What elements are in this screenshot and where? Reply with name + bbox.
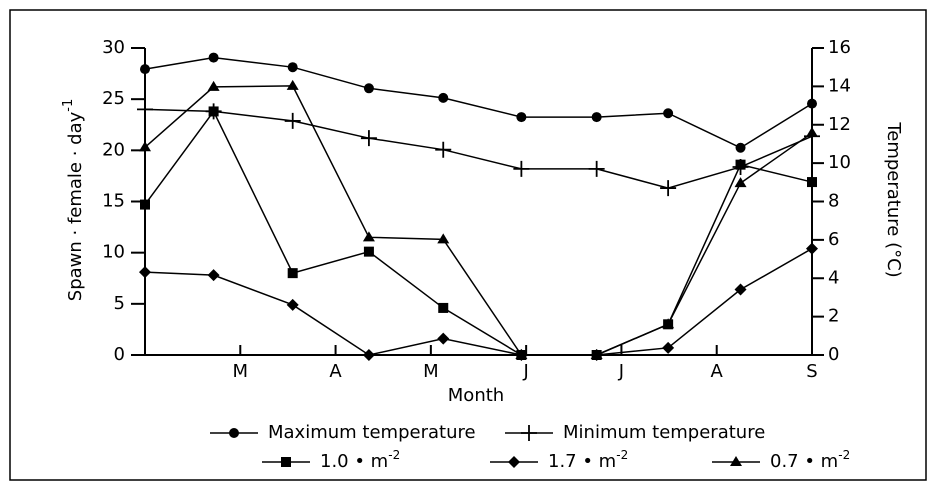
point <box>588 160 605 177</box>
legend-name: Minimum temperature <box>563 422 765 443</box>
legend-marker <box>229 428 239 438</box>
legend-sup: -2 <box>616 448 628 462</box>
x-tick-label: J <box>618 361 624 382</box>
legend-label: 1.7 • m-2 <box>548 448 628 473</box>
y-tick-label: 10 <box>102 242 125 263</box>
point <box>516 112 527 123</box>
x-tick-label: M <box>233 361 249 382</box>
y2-tick-label: 16 <box>828 37 851 58</box>
y2-tick-label: 2 <box>828 306 839 327</box>
point <box>435 141 452 158</box>
point <box>207 269 220 282</box>
point <box>513 160 530 177</box>
point <box>662 318 675 329</box>
point <box>286 79 299 90</box>
legend-sup: -2 <box>838 448 850 462</box>
legend-marker <box>508 456 520 468</box>
y-label-main: Spawn · female · day <box>65 111 86 301</box>
series-line <box>144 247 813 356</box>
x-tick-label: A <box>329 361 342 382</box>
legend-label: Minimum temperature <box>563 422 765 443</box>
point <box>362 349 375 361</box>
legend-label: 0.7 • m-2 <box>770 448 850 473</box>
y2-tick-label: 12 <box>828 114 851 135</box>
y2-tick-label: 8 <box>828 191 839 212</box>
legend-marker <box>281 457 291 467</box>
x-tick-label: J <box>522 361 528 382</box>
legend-name: 1.7 • m <box>548 451 616 472</box>
point <box>360 130 377 147</box>
y2-tick-label: 6 <box>828 229 839 250</box>
y-label-sup: -1 <box>61 99 76 112</box>
point <box>591 112 602 123</box>
series-line <box>144 108 813 189</box>
point <box>735 159 746 170</box>
point <box>806 126 818 137</box>
legend-name: 1.0 • m <box>320 451 388 472</box>
point <box>208 106 219 117</box>
legend-name: Maximum temperature <box>268 422 476 443</box>
point <box>207 80 220 91</box>
point <box>806 242 818 255</box>
point <box>286 298 299 311</box>
y-tick-label: 15 <box>102 191 125 212</box>
y-tick-label: 30 <box>102 37 125 58</box>
legend-label: 1.0 • m-2 <box>320 448 400 473</box>
point <box>208 52 219 63</box>
x-tick-label: S <box>806 361 817 382</box>
frame <box>9 9 927 481</box>
x-tick-label: M <box>423 361 439 382</box>
x-tick-label: A <box>711 361 724 382</box>
series-line <box>144 85 813 356</box>
y-tick-label: 25 <box>102 88 125 109</box>
point <box>438 92 449 103</box>
point <box>734 283 747 296</box>
y-tick-label: 0 <box>114 344 125 365</box>
legend-label: Maximum temperature <box>268 422 476 443</box>
y-tick-label: 5 <box>114 293 125 314</box>
y2-tick-label: 14 <box>828 75 851 96</box>
point <box>362 231 375 242</box>
point <box>139 141 151 152</box>
y-axis-label: Spawn · female · day-1 <box>61 99 87 301</box>
legend-marker <box>730 456 742 466</box>
point <box>140 199 150 210</box>
point <box>363 83 374 94</box>
point <box>734 177 747 188</box>
point <box>438 302 449 313</box>
y2-tick-label: 10 <box>828 152 851 173</box>
legend-name: 0.7 • m <box>770 451 838 472</box>
point <box>139 266 151 279</box>
point <box>807 177 817 188</box>
y-tick-label: 20 <box>102 139 125 160</box>
point <box>437 332 450 345</box>
y2-axis-label: Temperature (°C) <box>883 121 904 277</box>
point <box>515 349 528 359</box>
x-axis-label: Month <box>448 385 504 406</box>
point <box>137 101 153 118</box>
point <box>735 142 746 153</box>
point <box>287 62 298 73</box>
point <box>807 98 817 109</box>
series-line <box>144 110 813 356</box>
series-line <box>144 56 813 149</box>
point <box>363 246 374 257</box>
point <box>140 64 150 75</box>
point <box>284 112 301 129</box>
point <box>287 268 298 279</box>
legend-sup: -2 <box>388 448 400 462</box>
point <box>662 341 675 354</box>
point <box>663 108 674 119</box>
point <box>660 180 677 197</box>
point <box>590 349 603 359</box>
y2-tick-label: 0 <box>828 344 839 365</box>
legend-marker <box>521 425 537 441</box>
point <box>437 233 450 244</box>
y2-tick-label: 4 <box>828 267 839 288</box>
